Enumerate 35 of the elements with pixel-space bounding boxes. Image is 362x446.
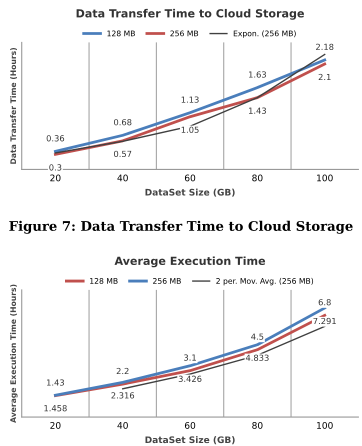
x-axis-title: DataSet Size (GB) [146, 436, 235, 444]
data-label: 0.36 [46, 135, 64, 142]
x-tick-label: 40 [117, 174, 128, 182]
data-label: 4.5 [251, 334, 264, 340]
data-label: 7.291 [313, 318, 336, 324]
data-label: 3.426 [178, 376, 202, 382]
data-label: 1.458 [44, 405, 67, 412]
data-label: 2.316 [111, 392, 134, 399]
data-label: 1.13 [182, 96, 199, 103]
data-label: 0.3 [49, 164, 62, 171]
data-label: 3.1 [184, 354, 196, 361]
x-tick-label: 100 [317, 422, 333, 429]
data-label: 6.8 [318, 299, 331, 306]
data-label: 4.833 [246, 354, 269, 361]
caption: Figure 7: Data Transfer Time to Cloud Storage [9, 220, 353, 234]
x-tick-label: 60 [184, 422, 196, 429]
chart-title: Data Transfer Time to Cloud Storage [76, 8, 304, 20]
data-label: 1.43 [249, 108, 266, 114]
data-label: 2.18 [316, 44, 334, 50]
data-label: 1.43 [47, 379, 64, 386]
chart-title: Average Execution Time [114, 256, 266, 268]
data-label: 1.63 [249, 71, 266, 78]
data-label: 2.1 [318, 74, 331, 80]
data-label: 0.68 [114, 119, 132, 126]
data-label: 1.05 [182, 126, 199, 133]
x-tick-label: 40 [117, 422, 128, 429]
x-tick-label: 60 [184, 174, 196, 182]
x-tick-label: 20 [50, 174, 61, 182]
x-axis-title: DataSet Size (GB) [146, 188, 235, 197]
x-tick-label: 20 [50, 422, 61, 429]
x-tick-label: 100 [317, 174, 333, 182]
x-tick-label: 80 [252, 174, 263, 182]
data-label: 2.2 [116, 368, 129, 374]
data-label: 0.57 [114, 150, 132, 158]
x-tick-label: 80 [252, 422, 263, 429]
